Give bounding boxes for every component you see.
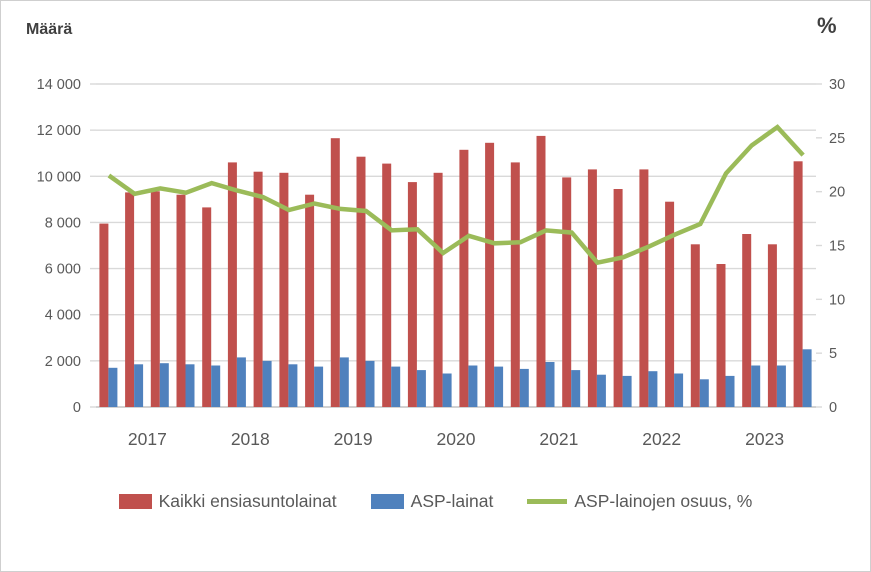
legend-label-asp-osuus: ASP-lainojen osuus, %	[574, 491, 753, 511]
bar-asp-lainat	[365, 360, 375, 407]
bar-asp-lainat	[108, 367, 118, 407]
chart-canvas: 0 2 000 4 000 6 000 8 000 10 000 12 000 14 000 0…	[37, 77, 846, 449]
bar-kaikki-ensiasuntolainat	[202, 207, 212, 407]
bar-kaikki-ensiasuntolainat	[793, 161, 803, 407]
x-axis-year-label: 2018	[231, 429, 270, 449]
bar-kaikki-ensiasuntolainat	[536, 135, 546, 407]
right-axis-tick-label: 30	[829, 77, 845, 93]
bar-kaikki-ensiasuntolainat	[305, 194, 315, 407]
bar-asp-lainat	[596, 374, 606, 407]
bar-kaikki-ensiasuntolainat	[716, 264, 726, 407]
bar-kaikki-ensiasuntolainat	[356, 156, 366, 407]
bar-kaikki-ensiasuntolainat	[742, 234, 752, 407]
legend-swatch-asp-osuus-line	[527, 499, 568, 504]
legend-item-kaikki-ensiasuntolainat: Kaikki ensiasuntolainat	[118, 491, 337, 512]
bar-kaikki-ensiasuntolainat	[767, 244, 777, 407]
left-axis-tick-label: 4 000	[45, 308, 81, 324]
bar-asp-lainat	[622, 375, 632, 407]
legend-swatch-asp-lainat	[370, 494, 404, 509]
bar-kaikki-ensiasuntolainat	[227, 162, 237, 407]
bar-asp-lainat	[648, 371, 658, 407]
bar-asp-lainat	[185, 364, 195, 407]
bar-asp-lainat	[571, 370, 581, 407]
bar-kaikki-ensiasuntolainat	[279, 172, 289, 407]
x-axis-year-label: 2019	[334, 429, 373, 449]
bar-kaikki-ensiasuntolainat	[407, 182, 417, 407]
right-axis-tick-label: 15	[829, 239, 845, 255]
right-axis-title: %	[817, 13, 837, 38]
left-axis-tick-label: 0	[73, 400, 81, 416]
right-axis-tick-label: 25	[829, 131, 845, 147]
bar-kaikki-ensiasuntolainat	[253, 171, 263, 407]
bar-kaikki-ensiasuntolainat	[587, 169, 597, 407]
right-axis-tick-label: 20	[829, 185, 845, 201]
bar-asp-lainat	[699, 379, 709, 407]
legend-swatch-kaikki-ensiasuntolainat	[118, 494, 152, 509]
bar-asp-lainat	[802, 349, 812, 407]
bar-asp-lainat	[776, 365, 786, 407]
right-axis-tick-label: 10	[829, 292, 845, 308]
left-axis-title: Määrä	[26, 21, 73, 38]
legend-item-asp-osuus: ASP-lainojen osuus, %	[527, 491, 752, 512]
legend-item-asp-lainat: ASP-lainat	[370, 491, 494, 512]
bar-asp-lainat	[674, 373, 684, 407]
bar-kaikki-ensiasuntolainat	[665, 201, 675, 407]
asp-share-line	[107, 124, 805, 266]
right-axis-tick-label: 5	[829, 346, 837, 362]
bar-asp-lainat	[314, 366, 324, 407]
bar-kaikki-ensiasuntolainat	[690, 244, 700, 407]
bar-asp-lainat	[751, 365, 761, 407]
chart-legend: Kaikki ensiasuntolainat ASP-lainat ASP-l…	[1, 491, 870, 512]
x-axis-year-label: 2020	[437, 429, 476, 449]
bar-kaikki-ensiasuntolainat	[459, 149, 469, 408]
left-axis-tick-label: 8 000	[45, 215, 81, 231]
bar-asp-lainat	[262, 360, 272, 407]
left-axis-tick-label: 12 000	[37, 123, 81, 139]
bar-kaikki-ensiasuntolainat	[382, 163, 392, 407]
bar-asp-lainat	[211, 365, 221, 407]
bar-asp-lainat	[391, 366, 401, 407]
bar-asp-lainat	[339, 357, 349, 407]
bar-asp-lainat	[288, 364, 298, 407]
x-axis-year-label: 2022	[642, 429, 681, 449]
bar-asp-lainat	[134, 364, 144, 407]
bar-kaikki-ensiasuntolainat	[125, 192, 135, 407]
bar-kaikki-ensiasuntolainat	[433, 172, 443, 407]
bar-asp-lainat	[468, 365, 478, 407]
bar-kaikki-ensiasuntolainat	[176, 194, 186, 407]
x-axis-year-label: 2023	[745, 429, 784, 449]
bar-kaikki-ensiasuntolainat	[510, 162, 520, 407]
bar-asp-lainat	[236, 357, 246, 407]
left-axis-tick-label: 14 000	[37, 77, 81, 93]
left-axis-tick-label: 10 000	[37, 169, 81, 185]
bar-asp-lainat	[725, 375, 735, 407]
bar-kaikki-ensiasuntolainat	[99, 223, 109, 407]
bar-kaikki-ensiasuntolainat	[485, 142, 495, 408]
bar-asp-lainat	[494, 366, 504, 407]
x-axis-year-label: 2021	[539, 429, 578, 449]
bar-asp-lainat	[519, 368, 529, 407]
right-axis-tick-label: 0	[829, 400, 837, 416]
bar-kaikki-ensiasuntolainat	[150, 191, 160, 407]
bar-asp-lainat	[159, 363, 169, 407]
bar-asp-lainat	[442, 373, 452, 407]
x-axis-year-label: 2017	[128, 429, 167, 449]
left-axis-tick-label: 2 000	[45, 354, 81, 370]
bar-kaikki-ensiasuntolainat	[330, 138, 340, 407]
bar-kaikki-ensiasuntolainat	[613, 189, 623, 407]
bar-kaikki-ensiasuntolainat	[562, 177, 572, 407]
legend-label-kaikki-ensiasuntolainat: Kaikki ensiasuntolainat	[158, 491, 337, 511]
bar-kaikki-ensiasuntolainat	[639, 169, 649, 407]
left-axis-tick-label: 6 000	[45, 262, 81, 278]
legend-label-asp-lainat: ASP-lainat	[410, 491, 494, 511]
bar-asp-lainat	[545, 362, 555, 407]
bar-asp-lainat	[416, 370, 426, 407]
